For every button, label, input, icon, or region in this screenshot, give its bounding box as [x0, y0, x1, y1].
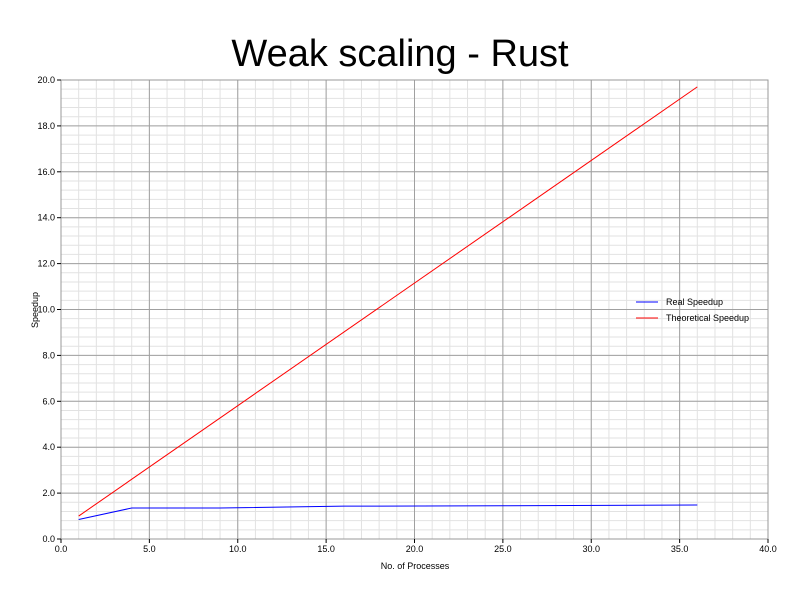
x-tick-label: 0.0	[55, 544, 68, 554]
y-tick-label: 16.0	[37, 167, 55, 177]
x-tick-label: 5.0	[143, 544, 156, 554]
x-axis-label: No. of Processes	[381, 561, 450, 571]
x-tick-label: 25.0	[494, 544, 512, 554]
chart-title: Weak scaling - Rust	[231, 33, 569, 75]
legend-label: Theoretical Speedup	[666, 313, 749, 323]
y-tick-label: 6.0	[42, 396, 55, 406]
y-tick-label: 18.0	[37, 121, 55, 131]
y-tick-label: 2.0	[42, 488, 55, 498]
x-tick-label: 40.0	[759, 544, 777, 554]
legend: Real Speedup Theoretical Speedup	[636, 297, 749, 323]
y-axis-label: Speedup	[30, 292, 40, 328]
x-tick-label: 10.0	[229, 544, 247, 554]
y-tick-label: 0.0	[42, 534, 55, 544]
y-tick-label: 10.0	[37, 305, 55, 315]
y-axis-ticks: 0.0 2.0 4.0 6.0 8.0 10.0 12.0 14.0 16.0 18.0 20.0	[37, 75, 61, 544]
x-axis-ticks: 0.0 5.0 10.0 15.0 20.0 25.0 30.0 35.0 40.0	[55, 539, 777, 554]
series-layer	[78, 86, 698, 520]
x-tick-label: 35.0	[671, 544, 689, 554]
y-tick-label: 8.0	[42, 350, 55, 360]
y-tick-label: 12.0	[37, 259, 55, 269]
x-tick-label: 20.0	[406, 544, 424, 554]
series-line-0	[78, 504, 698, 520]
x-tick-label: 15.0	[317, 544, 335, 554]
series-line-1	[78, 86, 698, 517]
y-tick-label: 4.0	[42, 442, 55, 452]
x-tick-label: 30.0	[582, 544, 600, 554]
legend-label: Real Speedup	[666, 297, 723, 307]
y-tick-label: 14.0	[37, 213, 55, 223]
y-tick-label: 20.0	[37, 75, 55, 85]
